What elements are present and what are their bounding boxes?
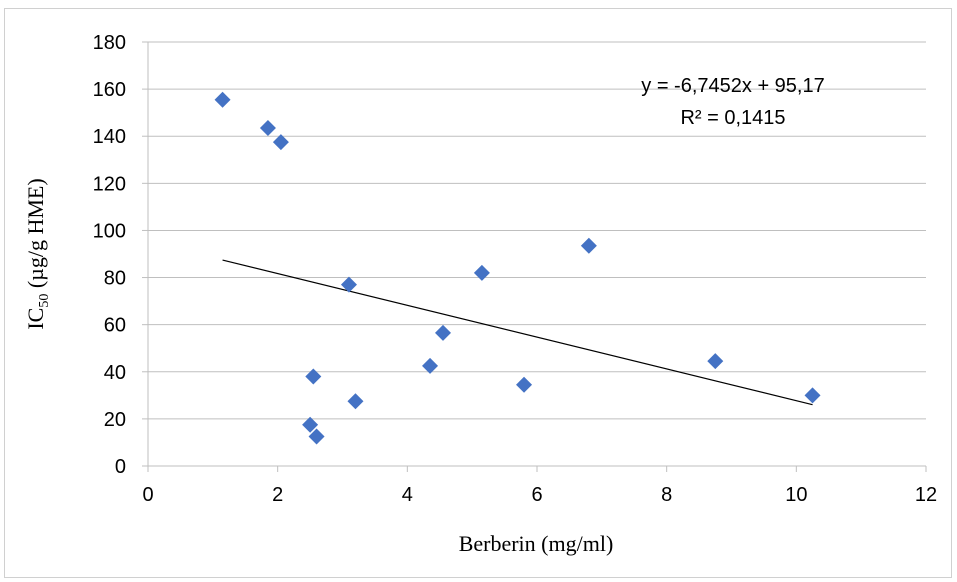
data-point — [434, 324, 451, 341]
axes — [142, 41, 927, 472]
data-point — [214, 91, 231, 108]
data-point — [516, 376, 533, 393]
y-tick-label: 160 — [93, 79, 126, 101]
data-point — [422, 357, 439, 374]
data-point — [302, 416, 319, 433]
y-tick-label: 40 — [104, 362, 126, 384]
data-points — [214, 91, 821, 445]
x-tick-label: 0 — [142, 484, 153, 506]
gridlines — [148, 41, 926, 420]
data-point — [347, 393, 364, 410]
x-tick-label: 8 — [661, 484, 672, 506]
y-axis-title-subscript: 50 — [37, 294, 52, 308]
trendline-equation: y = -6,7452x + 95,17 — [641, 75, 824, 97]
data-point — [340, 276, 357, 293]
data-point — [308, 428, 325, 445]
x-tick-label: 12 — [915, 484, 937, 506]
data-point — [305, 368, 322, 385]
x-tick-label: 4 — [402, 484, 413, 506]
y-tick-label: 60 — [104, 315, 126, 337]
data-point — [804, 387, 821, 404]
y-tick-label: 100 — [93, 220, 126, 242]
y-tick-label: 180 — [93, 32, 126, 54]
y-tick-label: 80 — [104, 268, 126, 290]
y-axis-title-rest: (µg/g HME) — [23, 178, 48, 293]
y-tick-label: 120 — [93, 173, 126, 195]
y-tick-label: 140 — [93, 126, 126, 148]
y-tick-label: 0 — [115, 456, 126, 478]
data-point — [580, 237, 597, 254]
x-axis-title: Berberin (mg/ml) — [459, 531, 614, 556]
chart-frame — [4, 8, 952, 578]
r-squared-label: R² = 0,1415 — [680, 107, 785, 129]
x-tick-label: 10 — [785, 484, 807, 506]
trendline — [222, 259, 813, 406]
x-tick-label: 6 — [531, 484, 542, 506]
y-tick-label: 20 — [104, 409, 126, 431]
data-point — [259, 119, 276, 136]
y-axis-title-main: IC — [23, 308, 48, 330]
y-axis-title: IC50 (µg/g HME) — [23, 178, 52, 329]
data-point — [272, 134, 289, 151]
trendline-group — [222, 259, 813, 406]
x-tick-labels: 0 2 4 6 8 10 12 — [142, 484, 937, 506]
data-point — [707, 353, 724, 370]
data-point — [473, 264, 490, 281]
x-tick-label: 2 — [272, 484, 283, 506]
y-tick-labels: 0 20 40 60 80 100 120 140 160 180 — [93, 32, 126, 478]
